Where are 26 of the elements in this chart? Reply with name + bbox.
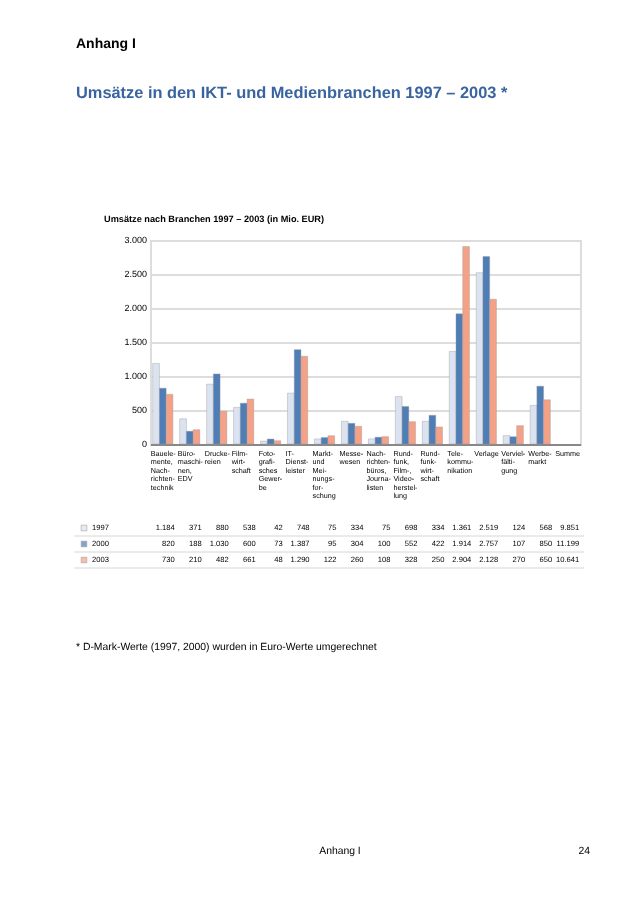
bar bbox=[165, 394, 174, 445]
bar bbox=[314, 438, 322, 445]
bar bbox=[536, 386, 544, 445]
bar bbox=[341, 421, 349, 445]
bar bbox=[381, 436, 389, 445]
bar bbox=[192, 429, 201, 445]
bar bbox=[395, 396, 403, 445]
bar bbox=[267, 438, 275, 445]
bar bbox=[152, 363, 160, 445]
bar bbox=[462, 246, 470, 445]
bar bbox=[347, 423, 356, 445]
bar bbox=[233, 407, 241, 445]
bar bbox=[516, 425, 524, 445]
bar bbox=[327, 435, 335, 445]
bar bbox=[354, 426, 362, 445]
chart-title: Umsätze in den IKT- und Medienbranchen 1997 – 2003 * bbox=[76, 84, 509, 102]
bar bbox=[320, 437, 329, 445]
bar bbox=[374, 437, 383, 445]
bar bbox=[300, 356, 308, 445]
bar bbox=[179, 418, 187, 445]
bar bbox=[502, 435, 511, 445]
bar bbox=[428, 415, 436, 445]
bar bbox=[246, 398, 254, 445]
bar bbox=[368, 438, 376, 445]
bar bbox=[213, 373, 221, 445]
bar bbox=[482, 256, 490, 445]
